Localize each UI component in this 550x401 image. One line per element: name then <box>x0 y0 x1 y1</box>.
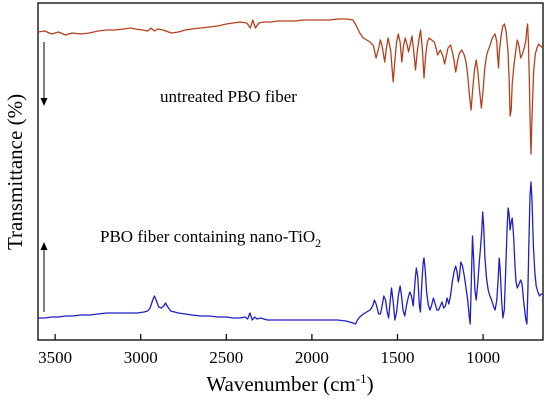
annotation-tio2-text: PBO fiber containing nano-TiO2 <box>100 227 321 250</box>
x-axis-title-main: Wavenumber (cm <box>206 372 355 396</box>
plot-frame <box>37 2 544 341</box>
x-axis-tick-labels: 3500 3000 2500 2000 1500 1000 <box>38 348 500 367</box>
x-tick-label: 3500 <box>38 348 72 367</box>
arrow-down-head <box>40 98 48 106</box>
tio2-spectrum-line <box>38 181 543 325</box>
x-tick-label: 2500 <box>209 348 243 367</box>
annotation-tio2-sub: 2 <box>315 236 321 250</box>
annotation-tio2: PBO fiber containing nano-TiO2 <box>40 227 321 312</box>
y-axis-title: Transmittance (%) <box>3 94 27 250</box>
annotation-tio2-main: PBO fiber containing nano-TiO <box>100 227 315 246</box>
x-tick-label: 2000 <box>295 348 329 367</box>
annotation-untreated-text: untreated PBO fiber <box>160 87 297 106</box>
annotation-untreated: untreated PBO fiber <box>40 42 297 106</box>
untreated-spectrum-line <box>37 18 544 155</box>
x-tick-label: 1500 <box>380 348 414 367</box>
x-tick-label: 3000 <box>124 348 158 367</box>
spectrum-traces <box>37 18 544 325</box>
x-axis-ticks <box>54 334 484 340</box>
x-axis-title-sup: -1 <box>356 371 367 386</box>
x-axis-title-end: ) <box>367 372 374 396</box>
arrow-up-head <box>40 242 48 250</box>
x-tick-label: 1000 <box>466 348 500 367</box>
x-axis-title: Wavenumber (cm-1) <box>206 371 373 396</box>
